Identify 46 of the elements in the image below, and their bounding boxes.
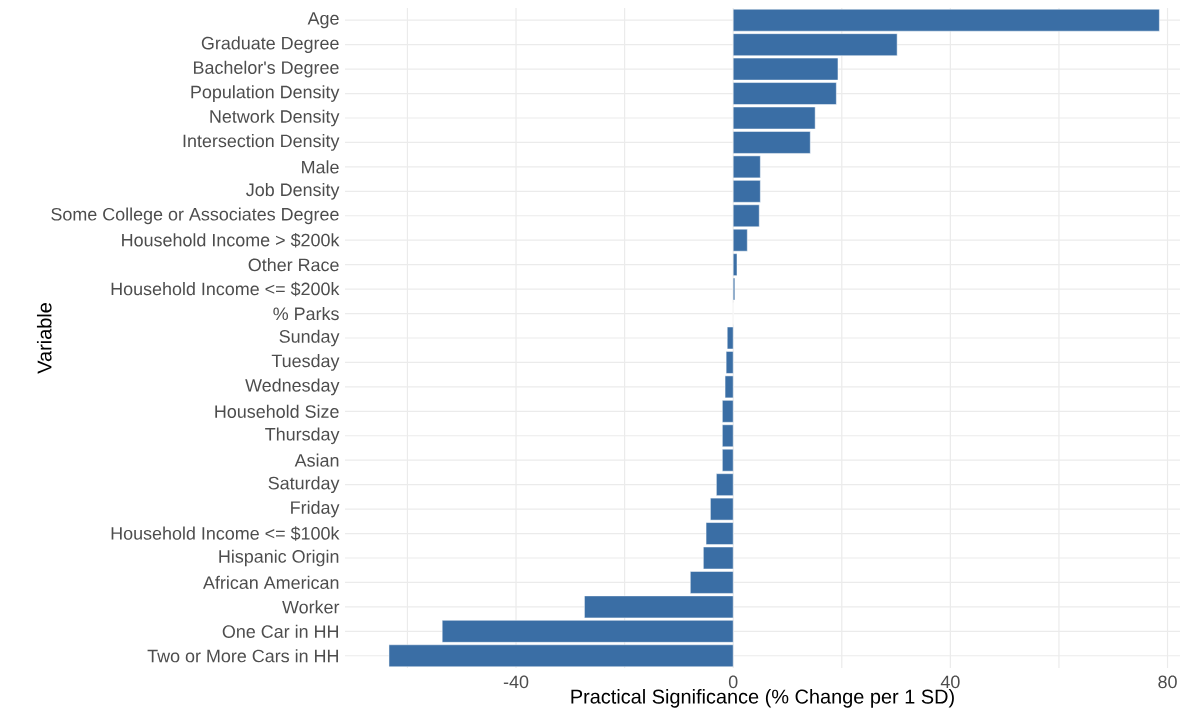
y-tick-label: Some College or Associates Degree — [51, 207, 339, 225]
y-tick-label: Household Income <= $200k — [111, 281, 340, 297]
x-tick-label: 40 — [940, 675, 960, 689]
y-axis-title: Variable — [36, 303, 52, 374]
y-tick-label: Other Race — [248, 258, 339, 272]
bar — [732, 204, 760, 228]
y-tick-label: One Car in HH — [222, 624, 338, 638]
bar — [705, 522, 734, 545]
y-tick-label: Worker — [282, 600, 340, 614]
y-tick-label: Asian — [294, 453, 339, 467]
bar — [716, 473, 734, 496]
x-tick-label: 80 — [1158, 675, 1177, 689]
bar — [732, 180, 761, 203]
y-tick-label: African American — [202, 575, 339, 590]
y-tick-label: Male — [302, 160, 339, 174]
bar — [690, 571, 734, 594]
y-tick-label: Network Density — [210, 109, 340, 127]
y-tick-label: Household Income <= $100k — [111, 526, 340, 541]
x-axis-title: Practical Significance (% Change per 1 SD) — [571, 689, 954, 708]
y-tick-label: Household Income > $200k — [122, 232, 340, 248]
y-tick-label: Friday — [291, 500, 340, 518]
y-tick-label: Tuesday — [271, 354, 340, 371]
bar — [732, 8, 1160, 32]
y-tick-label: Sunday — [279, 329, 340, 347]
y-tick-label: Thursday — [265, 427, 340, 445]
bar — [732, 106, 816, 130]
x-tick-label: -40 — [503, 675, 529, 689]
bar — [732, 131, 811, 154]
y-tick-label: Hispanic Origin — [219, 549, 339, 567]
y-tick-label: Two or More Cars in HH — [147, 649, 338, 663]
y-tick-label: % Parks — [273, 306, 339, 321]
y-tick-label: Job Density — [246, 182, 340, 200]
y-tick-label: Population Density — [191, 85, 340, 102]
bar — [584, 595, 734, 619]
bar — [441, 620, 734, 643]
y-tick-label: Wednesday — [245, 378, 340, 396]
x-tick-label: 0 — [728, 675, 738, 689]
y-tick-label: Household Size — [215, 404, 339, 418]
bar — [388, 644, 734, 668]
y-tick-label: Bachelor's Degree — [193, 60, 339, 78]
bar — [732, 33, 898, 56]
y-tick-label: Graduate Degree — [201, 36, 339, 54]
y-tick-label: Age — [307, 12, 339, 29]
y-tick-label: Intersection Density — [183, 134, 340, 151]
bar — [732, 82, 837, 105]
y-tick-label: Saturday — [268, 476, 340, 494]
